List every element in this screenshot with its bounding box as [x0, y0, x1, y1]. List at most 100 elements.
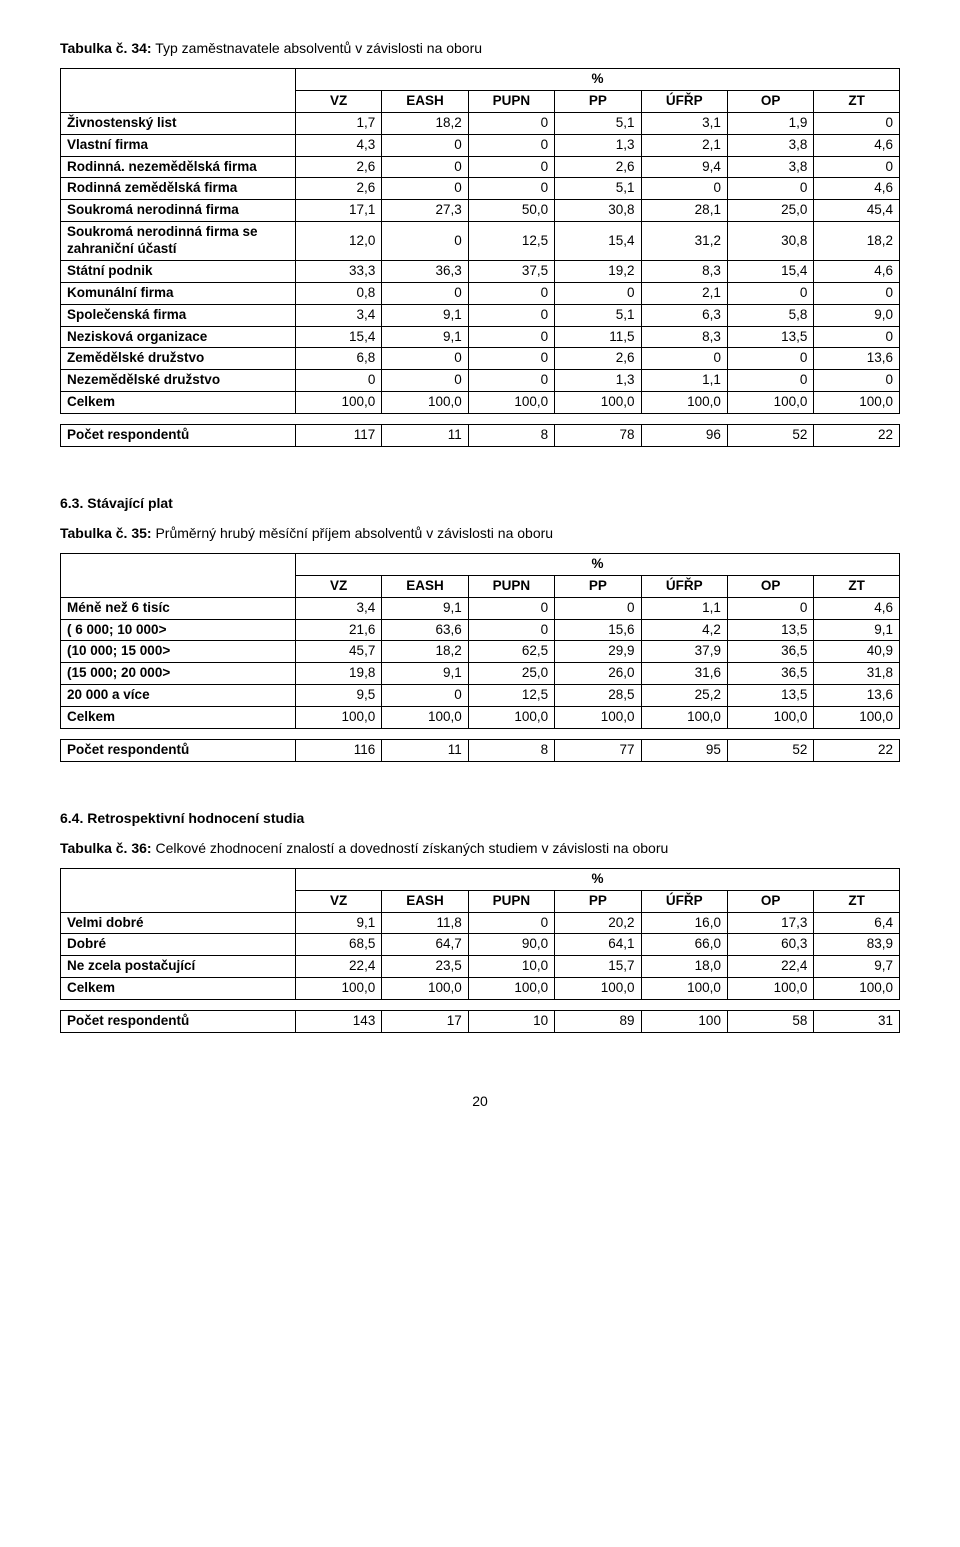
cell-value: 52 — [727, 739, 813, 761]
cell-value: 6,3 — [641, 304, 727, 326]
column-header: EASH — [382, 890, 468, 912]
cell-value: 23,5 — [382, 956, 468, 978]
table-row: Méně než 6 tisíc3,49,1001,104,6 — [61, 597, 900, 619]
cell-value: 11,5 — [555, 326, 641, 348]
data-table: %VZEASHPUPNPPÚFŘPOPZTŽivnostenský list1,… — [60, 68, 900, 414]
cell-value: 37,9 — [641, 641, 727, 663]
column-header: ÚFŘP — [641, 575, 727, 597]
cell-value: 0 — [382, 370, 468, 392]
cell-value: 11,8 — [382, 912, 468, 934]
table-title: Tabulka č. 35: Průměrný hrubý měsíční př… — [60, 525, 900, 541]
row-label: Rodinná zemědělská firma — [61, 178, 296, 200]
cell-value: 100,0 — [814, 392, 900, 414]
cell-value: 9,1 — [814, 619, 900, 641]
column-header: PP — [555, 890, 641, 912]
cell-value: 15,4 — [555, 222, 641, 261]
table-row: Státní podnik33,336,337,519,28,315,44,6 — [61, 260, 900, 282]
cell-value: 15,4 — [295, 326, 381, 348]
cell-value: 31,8 — [814, 663, 900, 685]
table-row: Nezisková organizace15,49,1011,58,313,50 — [61, 326, 900, 348]
cell-value: 4,6 — [814, 178, 900, 200]
column-header: EASH — [382, 90, 468, 112]
cell-value: 1,3 — [555, 370, 641, 392]
cell-value: 26,0 — [555, 663, 641, 685]
cell-value: 100,0 — [468, 392, 554, 414]
cell-value: 100,0 — [814, 978, 900, 1000]
respondents-table: Počet respondentů11611877955222 — [60, 739, 900, 762]
cell-value: 12,5 — [468, 685, 554, 707]
cell-value: 9,1 — [382, 326, 468, 348]
cell-value: 0 — [727, 370, 813, 392]
cell-value: 17,1 — [295, 200, 381, 222]
cell-value: 100,0 — [555, 978, 641, 1000]
table-row: Rodinná zemědělská firma2,6005,1004,6 — [61, 178, 900, 200]
cell-value: 4,3 — [295, 134, 381, 156]
column-header: OP — [727, 575, 813, 597]
cell-value: 52 — [727, 425, 813, 447]
cell-value: 0 — [382, 282, 468, 304]
cell-value: 6,8 — [295, 348, 381, 370]
cell-value: 0 — [468, 282, 554, 304]
table-row: Dobré68,564,790,064,166,060,383,9 — [61, 934, 900, 956]
cell-value: 117 — [295, 425, 381, 447]
table-row: Vlastní firma4,3001,32,13,84,6 — [61, 134, 900, 156]
section-heading: 6.4. Retrospektivní hodnocení studia — [60, 810, 900, 826]
row-label: Společenská firma — [61, 304, 296, 326]
cell-value: 30,8 — [555, 200, 641, 222]
cell-value: 18,2 — [382, 641, 468, 663]
cell-value: 28,5 — [555, 685, 641, 707]
cell-value: 1,9 — [727, 112, 813, 134]
cell-value: 0 — [727, 348, 813, 370]
row-label: Vlastní firma — [61, 134, 296, 156]
cell-value: 100,0 — [727, 392, 813, 414]
cell-value: 58 — [727, 1011, 813, 1033]
cell-value: 100,0 — [382, 392, 468, 414]
cell-value: 2,1 — [641, 134, 727, 156]
column-header: ZT — [814, 575, 900, 597]
table-row: Počet respondentů11611877955222 — [61, 739, 900, 761]
cell-value: 1,7 — [295, 112, 381, 134]
cell-value: 0 — [814, 326, 900, 348]
cell-value: 0 — [814, 112, 900, 134]
cell-value: 60,3 — [727, 934, 813, 956]
cell-value: 25,0 — [468, 663, 554, 685]
table-title-number: Tabulka č. 34: — [60, 40, 152, 56]
row-label: ( 6 000; 10 000> — [61, 619, 296, 641]
column-header: EASH — [382, 575, 468, 597]
table-corner-blank — [61, 553, 296, 597]
cell-value: 8,3 — [641, 260, 727, 282]
cell-value: 3,4 — [295, 597, 381, 619]
cell-value: 0 — [555, 597, 641, 619]
cell-value: 3,4 — [295, 304, 381, 326]
cell-value: 0 — [382, 178, 468, 200]
table-title: Tabulka č. 34: Typ zaměstnavatele absolv… — [60, 40, 900, 56]
table-row: ( 6 000; 10 000>21,663,6015,64,213,59,1 — [61, 619, 900, 641]
cell-value: 9,5 — [295, 685, 381, 707]
cell-value: 100,0 — [555, 707, 641, 729]
cell-value: 18,0 — [641, 956, 727, 978]
cell-value: 0 — [295, 370, 381, 392]
cell-value: 5,1 — [555, 178, 641, 200]
row-label: (10 000; 15 000> — [61, 641, 296, 663]
cell-value: 100,0 — [468, 707, 554, 729]
cell-value: 13,5 — [727, 685, 813, 707]
data-table: %VZEASHPUPNPPÚFŘPOPZTVelmi dobré9,111,80… — [60, 868, 900, 1000]
cell-value: 9,0 — [814, 304, 900, 326]
cell-value: 62,5 — [468, 641, 554, 663]
cell-value: 0 — [641, 348, 727, 370]
cell-value: 10,0 — [468, 956, 554, 978]
cell-value: 0 — [727, 178, 813, 200]
cell-value: 3,8 — [727, 134, 813, 156]
cell-value: 96 — [641, 425, 727, 447]
cell-value: 11 — [382, 739, 468, 761]
row-label: Ne zcela postačující — [61, 956, 296, 978]
cell-value: 3,1 — [641, 112, 727, 134]
cell-value: 17 — [382, 1011, 468, 1033]
table-row: Komunální firma0,80002,100 — [61, 282, 900, 304]
table-row: (10 000; 15 000>45,718,262,529,937,936,5… — [61, 641, 900, 663]
cell-value: 13,6 — [814, 685, 900, 707]
cell-value: 0 — [727, 597, 813, 619]
cell-value: 5,1 — [555, 304, 641, 326]
cell-value: 0 — [814, 156, 900, 178]
cell-value: 19,8 — [295, 663, 381, 685]
